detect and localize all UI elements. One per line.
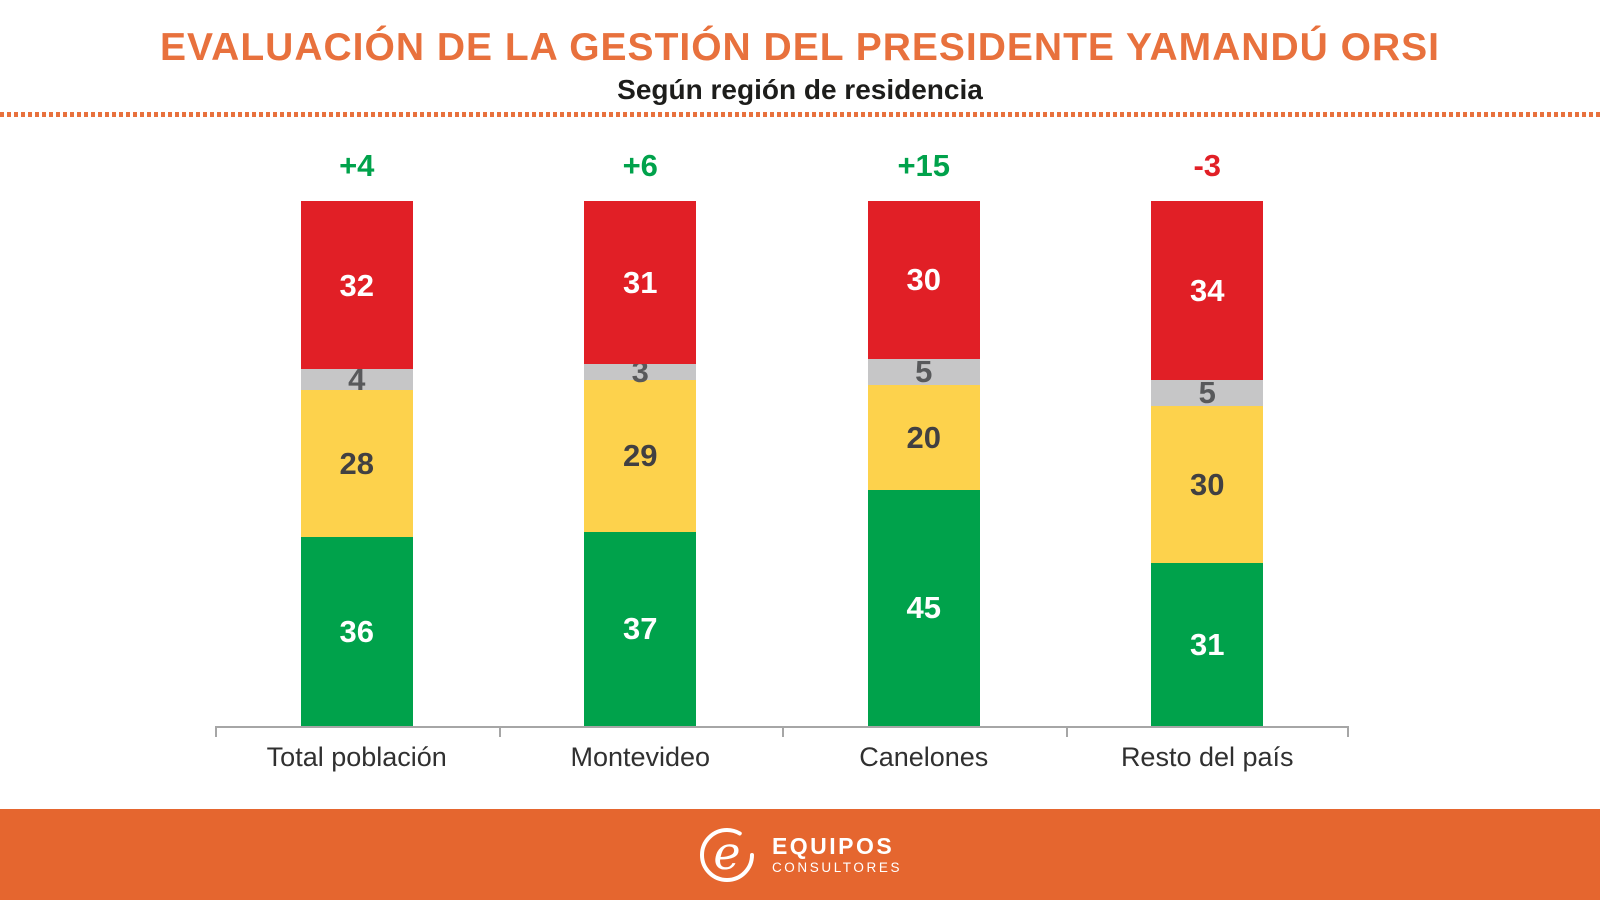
- bar-segment-red: 32: [300, 201, 413, 369]
- bar-segment-gray: 5: [1151, 375, 1264, 411]
- axis-tick: [1066, 726, 1068, 737]
- bar-slot: +4 36 28 4 32 Total población: [215, 146, 499, 786]
- bar-slot: -3 31 30 5 34 Resto del país: [1066, 146, 1350, 786]
- page-title: EVALUACIÓN DE LA GESTIÓN DEL PRESIDENTE …: [160, 26, 1440, 69]
- axis-tick: [782, 726, 784, 737]
- net-balance-label: +4: [339, 148, 375, 183]
- stacked-bar: 45 20 5 30: [867, 201, 980, 726]
- bar-segment-green: 45: [867, 489, 980, 726]
- bar-segment-green: 36: [300, 537, 413, 726]
- bar-segment-gray: 3: [584, 356, 697, 387]
- svg-text:e: e: [713, 826, 740, 880]
- net-balance-label: +6: [622, 148, 658, 183]
- bar-segment-yellow: 29: [584, 379, 697, 532]
- segment-value-label: 30: [906, 262, 941, 298]
- category-label: Total población: [266, 742, 447, 772]
- stacked-bar-chart: +4 36 28 4 32 Total población +6 37 29 3 31 Montevi…: [215, 146, 1349, 786]
- category-label: Resto del país: [1120, 742, 1294, 772]
- segment-value-label: 5: [1198, 375, 1216, 411]
- bar-segment-green: 31: [1151, 563, 1264, 726]
- bar-slot: +15 45 20 5 30 Canelones: [782, 146, 1066, 786]
- segment-value-label: 5: [915, 354, 933, 390]
- segment-value-label: 36: [339, 614, 374, 649]
- bar-segment-yellow: 28: [300, 390, 413, 537]
- axis-tick: [1347, 726, 1349, 737]
- segment-value-label: 20: [906, 419, 941, 455]
- bar-segment-gray: 4: [300, 364, 413, 395]
- brand-text-block: EQUIPOS CONSULTORES: [772, 833, 902, 876]
- category-label: Montevideo: [570, 742, 711, 772]
- bar-segment-red: 31: [584, 201, 697, 364]
- segment-value-label: 30: [1190, 467, 1225, 502]
- segment-value-label: 28: [339, 446, 374, 481]
- segment-value-label: 34: [1190, 272, 1225, 308]
- segment-value-label: 4: [348, 362, 366, 397]
- page-subtitle: Según región de residencia: [617, 74, 983, 105]
- net-balance-label: +15: [897, 148, 951, 183]
- bar-segment-yellow: 30: [1151, 405, 1264, 564]
- footer-band: e EQUIPOS CONSULTORES: [0, 809, 1600, 900]
- stacked-bar: 36 28 4 32: [300, 201, 413, 726]
- segment-value-label: 37: [623, 611, 658, 647]
- bar-segment-yellow: 20: [867, 384, 980, 490]
- axis-tick: [215, 726, 217, 737]
- dotted-divider: [0, 112, 1600, 117]
- stacked-bar: 31 30 5 34: [1151, 201, 1264, 726]
- bar-segment-red: 30: [867, 201, 980, 359]
- brand-name: EQUIPOS: [771, 833, 895, 859]
- segment-value-label: 32: [339, 267, 374, 303]
- segment-value-label: 45: [906, 590, 941, 626]
- net-balance-label: -3: [1193, 148, 1222, 183]
- bar-slot: +6 37 29 3 31 Montevideo: [499, 146, 783, 786]
- segment-value-label: 3: [631, 354, 649, 390]
- bar-segment-red: 34: [1151, 201, 1264, 380]
- equipos-logo-icon: e: [698, 826, 756, 884]
- segment-value-label: 31: [623, 264, 658, 300]
- stacked-bar: 37 29 3 31: [584, 201, 697, 726]
- category-label: Canelones: [859, 742, 989, 772]
- brand-subtitle: CONSULTORES: [771, 860, 903, 875]
- bar-segment-green: 37: [584, 531, 697, 726]
- segment-value-label: 29: [623, 438, 658, 474]
- axis-tick: [499, 726, 501, 737]
- segment-value-label: 31: [1190, 627, 1225, 663]
- x-axis-line: [215, 726, 1349, 737]
- bar-segment-gray: 5: [867, 354, 980, 390]
